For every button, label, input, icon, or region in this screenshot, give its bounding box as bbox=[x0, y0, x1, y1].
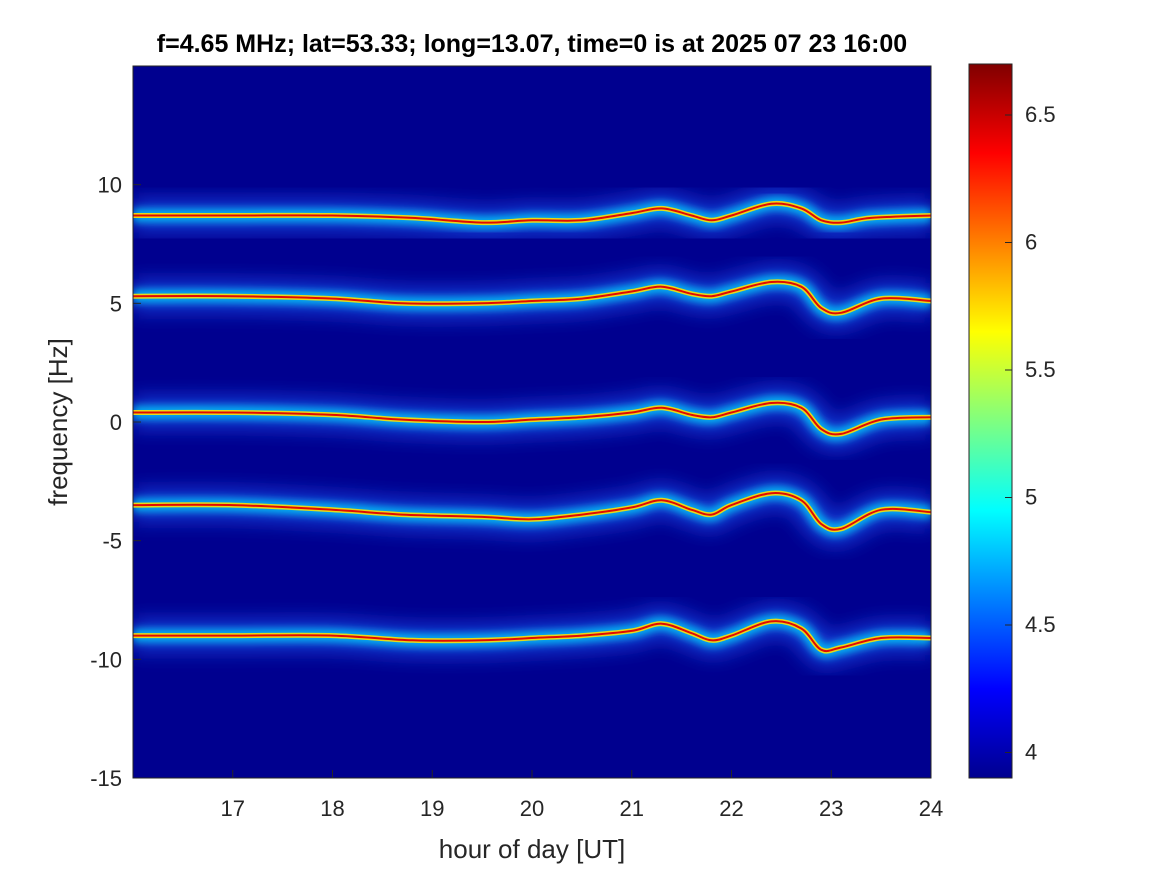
colorbar-tick-label: 5.5 bbox=[1025, 357, 1056, 382]
colorbar-tick-label: 5 bbox=[1025, 485, 1037, 510]
colorbar-frame bbox=[968, 63, 1013, 779]
x-tick-label: 23 bbox=[819, 796, 843, 821]
trace-peak bbox=[133, 492, 931, 531]
x-tick-label: 19 bbox=[420, 796, 444, 821]
y-axis-label: frequency [Hz] bbox=[43, 338, 73, 506]
trace-band bbox=[133, 264, 931, 331]
x-tick-label: 22 bbox=[719, 796, 743, 821]
trace-band bbox=[133, 476, 931, 547]
trace-band bbox=[133, 604, 931, 669]
x-axis: 17 18 19 20 21 22 23 24 bbox=[221, 770, 943, 821]
trace-band bbox=[133, 186, 931, 240]
x-tick-label: 21 bbox=[620, 796, 644, 821]
trace-peak bbox=[133, 620, 931, 653]
y-tick-label: -10 bbox=[90, 647, 122, 672]
colorbar-tick-label: 6 bbox=[1025, 230, 1037, 255]
trace-band bbox=[133, 385, 931, 452]
spectral-traces bbox=[133, 186, 931, 669]
x-tick-label: 17 bbox=[221, 796, 245, 821]
colorbar-gradient bbox=[969, 64, 1012, 778]
colorbar-ticks: 6.5 6 5.5 5 4.5 4 bbox=[1005, 102, 1056, 765]
colorbar-tick-label: 6.5 bbox=[1025, 102, 1056, 127]
x-tick-label: 18 bbox=[320, 796, 344, 821]
chart-title: f=4.65 MHz; lat=53.33; long=13.07, time=… bbox=[157, 30, 907, 58]
colorbar-tick-label: 4 bbox=[1025, 740, 1037, 765]
colorbar: 6.5 6 5.5 5 4.5 4 bbox=[968, 63, 1056, 779]
trace-peak bbox=[133, 202, 931, 224]
y-axis: 10 5 0 -5 -10 -15 bbox=[90, 173, 141, 791]
plot-area bbox=[132, 65, 932, 779]
y-tick-label: 0 bbox=[110, 410, 122, 435]
trace-peak bbox=[133, 280, 931, 315]
y-tick-label: 5 bbox=[110, 291, 122, 316]
x-tick-label: 20 bbox=[520, 796, 544, 821]
y-tick-label: -5 bbox=[102, 529, 122, 554]
x-tick-label: 24 bbox=[919, 796, 943, 821]
colorbar-tick-label: 4.5 bbox=[1025, 612, 1056, 637]
trace-peak bbox=[133, 401, 931, 436]
y-tick-label: -15 bbox=[90, 766, 122, 791]
x-axis-label: hour of day [UT] bbox=[439, 834, 625, 864]
y-tick-label: 10 bbox=[98, 173, 122, 198]
